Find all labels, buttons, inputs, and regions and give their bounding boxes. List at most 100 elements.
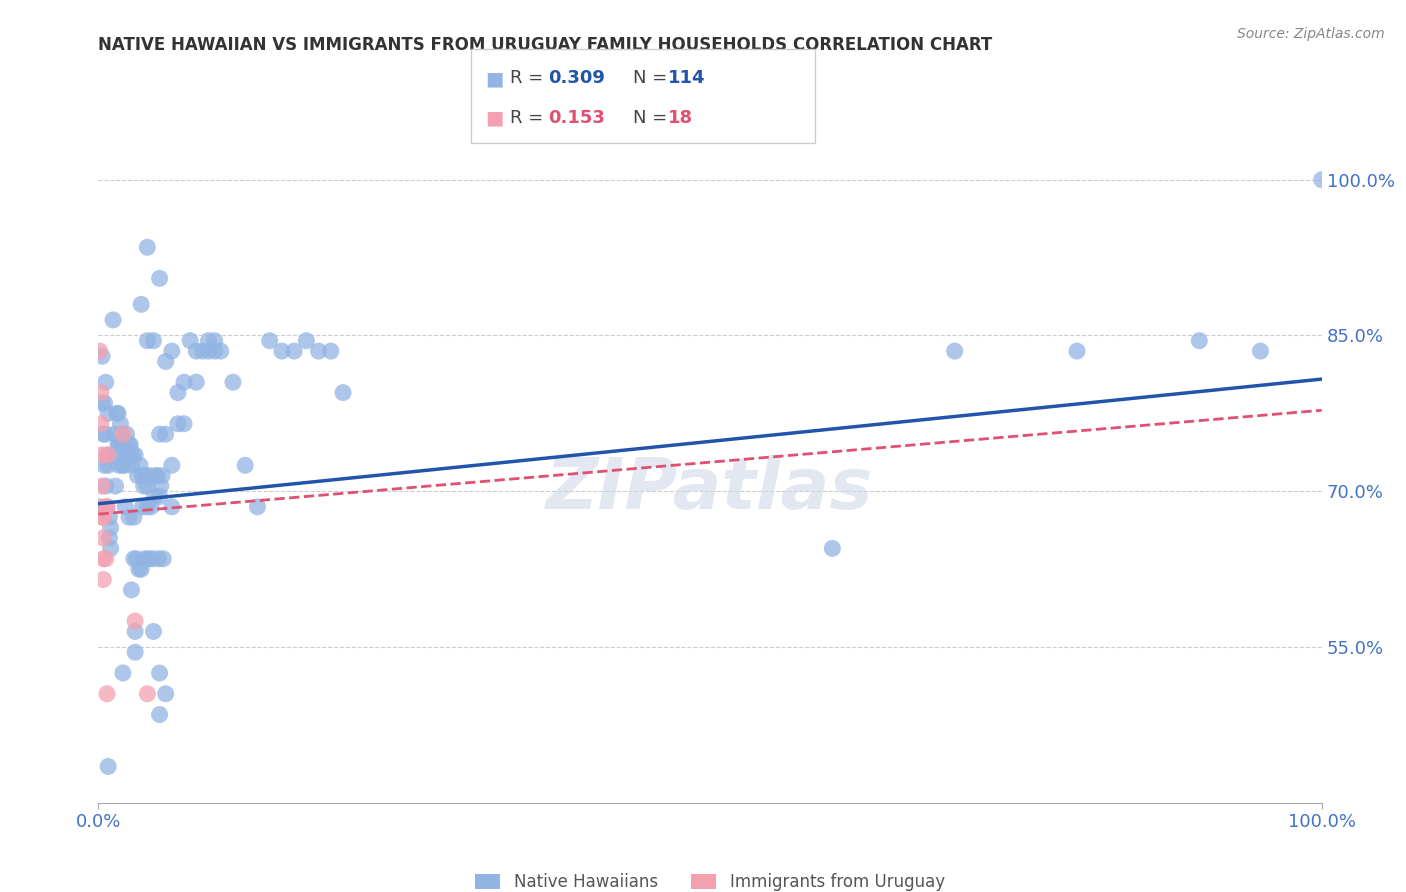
Native Hawaiians <box>128 562 150 576</box>
Native Hawaiians <box>204 334 226 348</box>
Native Hawaiians <box>1188 334 1211 348</box>
Native Hawaiians <box>122 551 145 566</box>
Native Hawaiians <box>111 448 134 462</box>
Native Hawaiians <box>93 396 115 410</box>
Native Hawaiians <box>100 520 122 534</box>
Native Hawaiians <box>259 334 281 348</box>
Native Hawaiians <box>319 344 342 359</box>
Native Hawaiians <box>111 437 134 451</box>
Native Hawaiians <box>94 427 117 442</box>
Native Hawaiians <box>121 448 143 462</box>
Native Hawaiians <box>149 707 172 722</box>
Native Hawaiians <box>233 458 256 473</box>
Text: N =: N = <box>633 70 666 87</box>
Native Hawaiians <box>145 468 167 483</box>
Native Hawaiians <box>100 541 122 556</box>
Text: ■: ■ <box>485 108 503 128</box>
Immigrants from Uruguay <box>89 344 111 359</box>
Native Hawaiians <box>131 500 153 514</box>
Native Hawaiians <box>167 417 190 431</box>
Immigrants from Uruguay <box>91 551 114 566</box>
Native Hawaiians <box>91 396 114 410</box>
Native Hawaiians <box>91 349 114 363</box>
Native Hawaiians <box>173 376 195 390</box>
Native Hawaiians <box>94 479 117 493</box>
Native Hawaiians <box>155 354 177 368</box>
Native Hawaiians <box>125 551 148 566</box>
Immigrants from Uruguay <box>90 417 112 431</box>
Text: 114: 114 <box>668 70 706 87</box>
Native Hawaiians <box>112 458 135 473</box>
Immigrants from Uruguay <box>91 448 114 462</box>
Immigrants from Uruguay <box>97 448 120 462</box>
Native Hawaiians <box>295 334 318 348</box>
Native Hawaiians <box>97 406 120 420</box>
Immigrants from Uruguay <box>93 500 115 514</box>
Native Hawaiians <box>209 344 232 359</box>
Immigrants from Uruguay <box>111 427 134 442</box>
Native Hawaiians <box>120 458 142 473</box>
Native Hawaiians <box>197 344 219 359</box>
Native Hawaiians <box>160 500 183 514</box>
Native Hawaiians <box>108 437 131 451</box>
Native Hawaiians <box>124 448 146 462</box>
Native Hawaiians <box>283 344 305 359</box>
Legend: Native Hawaiians, Immigrants from Uruguay: Native Hawaiians, Immigrants from Urugua… <box>468 867 952 892</box>
Native Hawaiians <box>111 665 134 680</box>
Native Hawaiians <box>149 479 172 493</box>
Native Hawaiians <box>167 385 190 400</box>
Text: Source: ZipAtlas.com: Source: ZipAtlas.com <box>1237 27 1385 41</box>
Native Hawaiians <box>114 500 136 514</box>
Native Hawaiians <box>97 458 120 473</box>
Native Hawaiians <box>115 427 138 442</box>
Native Hawaiians <box>111 458 134 473</box>
Immigrants from Uruguay <box>91 510 114 524</box>
Native Hawaiians <box>160 458 183 473</box>
Native Hawaiians <box>152 551 174 566</box>
Immigrants from Uruguay <box>96 687 118 701</box>
Immigrants from Uruguay <box>124 614 146 628</box>
Native Hawaiians <box>150 468 173 483</box>
Native Hawaiians <box>124 624 146 639</box>
Native Hawaiians <box>94 376 117 390</box>
Native Hawaiians <box>127 468 149 483</box>
Text: R =: R = <box>510 109 544 127</box>
Native Hawaiians <box>98 510 121 524</box>
Native Hawaiians <box>110 437 132 451</box>
Native Hawaiians <box>308 344 330 359</box>
Immigrants from Uruguay <box>90 385 112 400</box>
Native Hawaiians <box>89 500 111 514</box>
Text: R =: R = <box>510 70 544 87</box>
Native Hawaiians <box>108 458 131 473</box>
Native Hawaiians <box>104 479 127 493</box>
Native Hawaiians <box>149 427 172 442</box>
Native Hawaiians <box>173 417 195 431</box>
Native Hawaiians <box>138 551 160 566</box>
Native Hawaiians <box>132 479 155 493</box>
Native Hawaiians <box>155 687 177 701</box>
Native Hawaiians <box>118 437 141 451</box>
Immigrants from Uruguay <box>91 510 114 524</box>
Native Hawaiians <box>122 510 145 524</box>
Native Hawaiians <box>114 437 136 451</box>
Immigrants from Uruguay <box>136 687 159 701</box>
Native Hawaiians <box>135 468 157 483</box>
Native Hawaiians <box>222 376 245 390</box>
Native Hawaiians <box>131 468 153 483</box>
Native Hawaiians <box>134 551 156 566</box>
Native Hawaiians <box>155 427 177 442</box>
Native Hawaiians <box>1310 172 1333 186</box>
Native Hawaiians <box>149 490 172 504</box>
Native Hawaiians <box>93 458 115 473</box>
Native Hawaiians <box>142 624 165 639</box>
Native Hawaiians <box>197 334 219 348</box>
Text: NATIVE HAWAIIAN VS IMMIGRANTS FROM URUGUAY FAMILY HOUSEHOLDS CORRELATION CHART: NATIVE HAWAIIAN VS IMMIGRANTS FROM URUGU… <box>98 36 993 54</box>
Native Hawaiians <box>270 344 294 359</box>
Text: ZIPatlas: ZIPatlas <box>547 455 873 524</box>
Native Hawaiians <box>139 468 162 483</box>
Native Hawaiians <box>943 344 966 359</box>
Native Hawaiians <box>136 240 159 254</box>
Native Hawaiians <box>141 551 163 566</box>
Native Hawaiians <box>107 437 129 451</box>
Native Hawaiians <box>1249 344 1271 359</box>
